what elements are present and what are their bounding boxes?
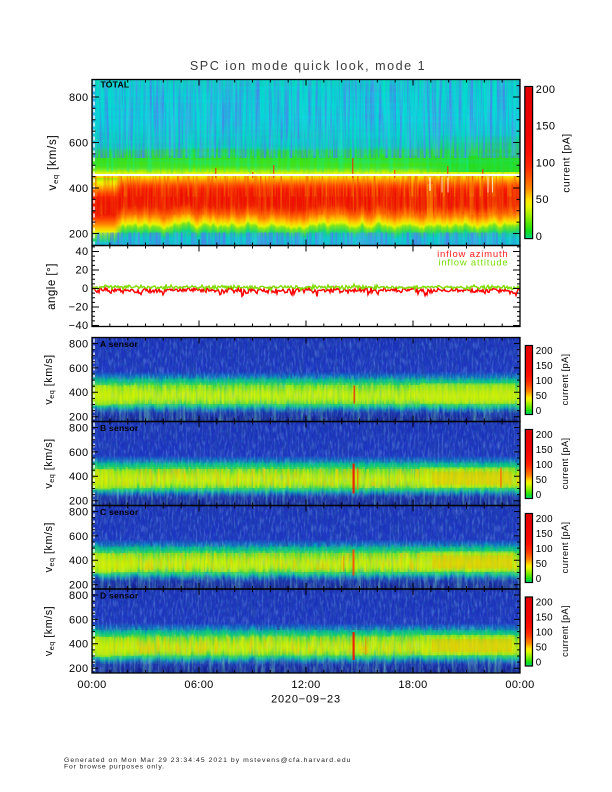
svg-text:0: 0 [536, 490, 542, 501]
svg-text:400: 400 [69, 471, 89, 483]
svg-text:200: 200 [536, 84, 556, 96]
svg-text:800: 800 [69, 422, 89, 434]
svg-text:50: 50 [536, 194, 549, 206]
svg-text:0: 0 [536, 406, 542, 417]
svg-text:−20: −20 [69, 302, 89, 314]
svg-text:400: 400 [69, 183, 89, 195]
svg-text:veq [km/s]: veq [km/s] [43, 522, 56, 572]
svg-text:150: 150 [536, 529, 553, 540]
svg-text:−40: −40 [69, 320, 89, 332]
svg-text:200: 200 [69, 228, 89, 240]
svg-text:150: 150 [536, 445, 553, 456]
svg-text:18:00: 18:00 [398, 679, 427, 691]
svg-text:200: 200 [536, 597, 553, 608]
svg-text:100: 100 [536, 460, 553, 471]
svg-text:150: 150 [536, 612, 553, 623]
svg-text:current [pA]: current [pA] [560, 605, 570, 657]
svg-text:50: 50 [536, 642, 548, 653]
svg-text:400: 400 [69, 387, 89, 399]
svg-text:800: 800 [69, 506, 89, 518]
svg-text:D sensor: D sensor [100, 591, 139, 601]
svg-text:00:00: 00:00 [505, 679, 534, 691]
svg-text:veq [km/s]: veq [km/s] [47, 135, 60, 191]
svg-text:150: 150 [536, 361, 553, 372]
svg-text:400: 400 [69, 555, 89, 567]
svg-text:200: 200 [536, 430, 553, 441]
svg-text:veq [km/s]: veq [km/s] [43, 438, 56, 488]
svg-text:current [pA]: current [pA] [560, 354, 570, 406]
svg-text:0: 0 [536, 657, 542, 668]
svg-text:100: 100 [536, 544, 553, 555]
svg-text:200: 200 [69, 496, 89, 508]
svg-text:600: 600 [69, 363, 89, 375]
svg-text:400: 400 [69, 639, 89, 651]
svg-text:angle [°]: angle [°] [46, 263, 58, 310]
svg-text:200: 200 [69, 580, 89, 592]
svg-text:TOTAL: TOTAL [101, 80, 130, 90]
svg-text:12:00: 12:00 [291, 679, 320, 691]
svg-text:inflow attitude: inflow attitude [438, 258, 508, 269]
svg-text:00:00: 00:00 [77, 679, 106, 691]
svg-text:veq [km/s]: veq [km/s] [43, 354, 56, 404]
svg-text:40: 40 [75, 246, 88, 258]
svg-text:C sensor: C sensor [100, 507, 139, 517]
svg-text:600: 600 [69, 614, 89, 626]
svg-text:06:00: 06:00 [184, 679, 213, 691]
svg-text:For browse purposes only.: For browse purposes only. [64, 763, 165, 770]
svg-text:2020−09−23: 2020−09−23 [271, 693, 341, 705]
svg-text:B sensor: B sensor [100, 423, 139, 433]
svg-text:100: 100 [536, 627, 553, 638]
svg-text:200: 200 [69, 663, 89, 675]
svg-text:SPC ion mode quick look, mode: SPC ion mode quick look, mode 1 [190, 59, 426, 73]
svg-text:800: 800 [69, 338, 89, 350]
svg-text:100: 100 [536, 157, 556, 169]
svg-text:current [pA]: current [pA] [560, 438, 570, 490]
svg-text:150: 150 [536, 121, 556, 133]
svg-text:50: 50 [536, 475, 548, 486]
svg-text:200: 200 [536, 514, 553, 525]
svg-text:Generated on Mon Mar 29 23:34:: Generated on Mon Mar 29 23:34:45 2021 by… [64, 757, 352, 764]
svg-text:600: 600 [69, 137, 89, 149]
svg-text:200: 200 [69, 412, 89, 424]
svg-text:800: 800 [69, 590, 89, 602]
svg-text:600: 600 [69, 531, 89, 543]
svg-text:current [pA]: current [pA] [560, 522, 570, 574]
svg-text:100: 100 [536, 376, 553, 387]
svg-text:A sensor: A sensor [100, 339, 139, 349]
svg-text:0: 0 [536, 574, 542, 585]
svg-text:800: 800 [69, 92, 89, 104]
svg-text:600: 600 [69, 447, 89, 459]
svg-text:50: 50 [536, 391, 548, 402]
svg-text:0: 0 [82, 283, 89, 295]
svg-text:veq [km/s]: veq [km/s] [43, 606, 56, 656]
svg-text:inflow azimuth: inflow azimuth [437, 249, 508, 260]
svg-text:200: 200 [536, 346, 553, 357]
svg-text:0: 0 [536, 231, 543, 243]
svg-text:20: 20 [75, 265, 88, 277]
svg-text:50: 50 [536, 559, 548, 570]
svg-text:current [pA]: current [pA] [562, 133, 573, 192]
